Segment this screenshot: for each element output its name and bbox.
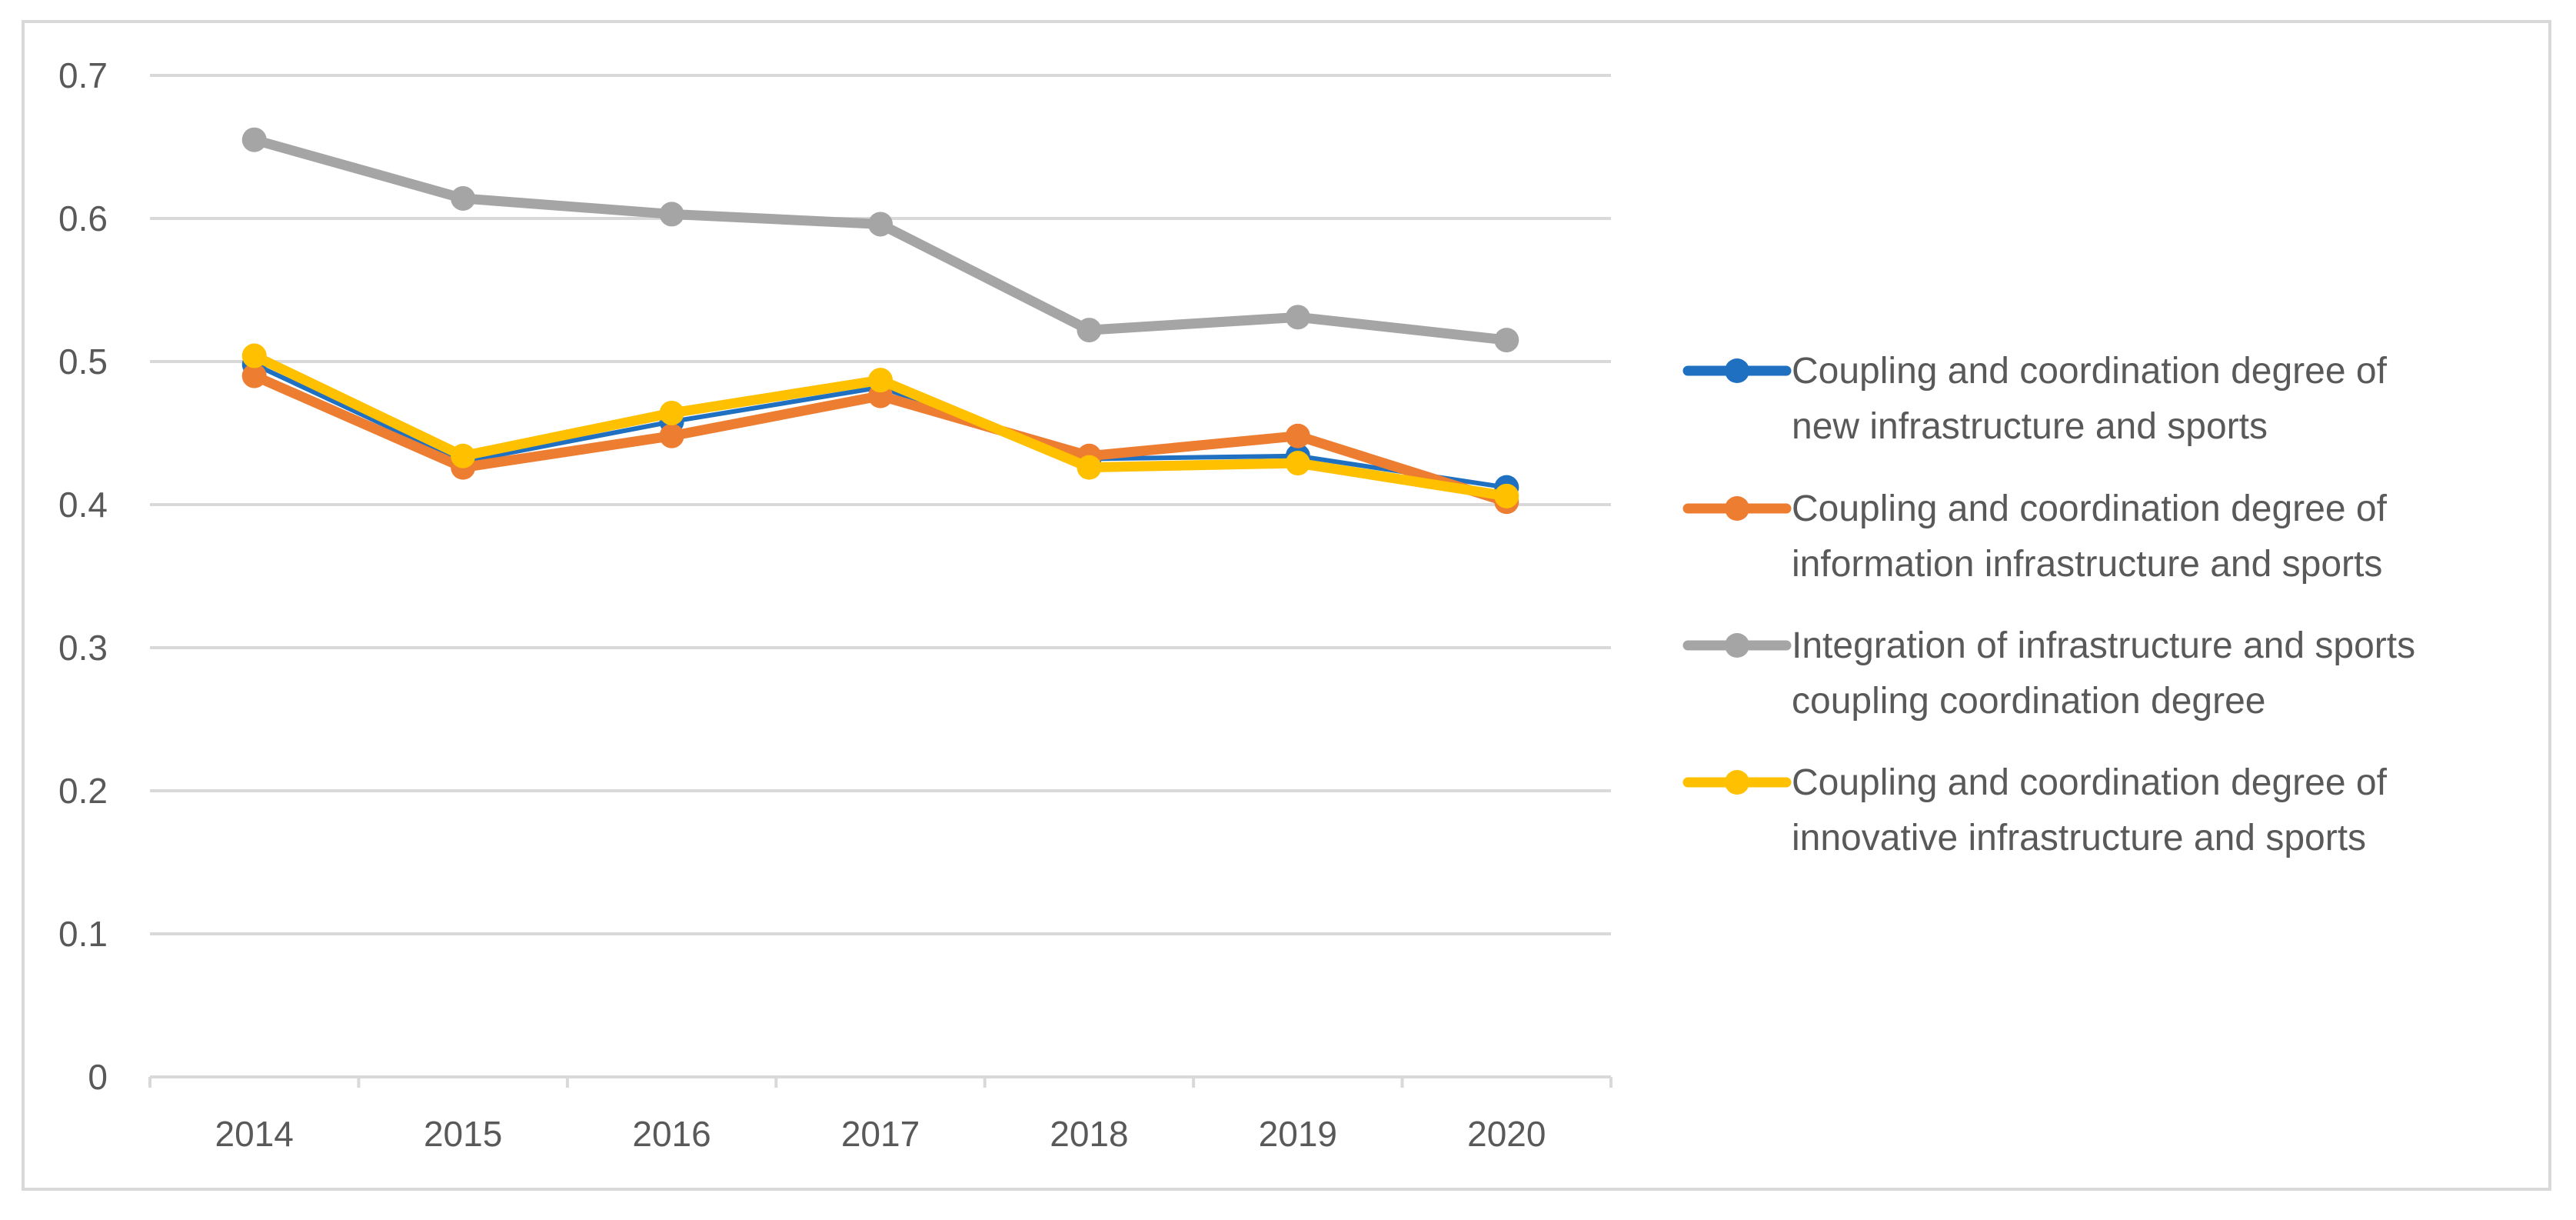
y-tick-label: 0.6 (58, 198, 108, 238)
series-lines (241, 127, 1519, 515)
x-tick-label: 2019 (1259, 1114, 1337, 1154)
legend-item-3: Integration of infrastructure and sports… (1682, 625, 2415, 722)
y-axis-tick-labels: 0 0.1 0.2 0.3 0.4 0.5 0.6 0.7 (58, 55, 108, 1097)
y-tick-label: 0.7 (58, 55, 108, 95)
legend-swatch-marker (1725, 770, 1749, 795)
legend-item-1: Coupling and coordination degree of new i… (1682, 351, 2388, 447)
data-point (241, 127, 267, 152)
legend-label: Coupling and coordination degree of (1792, 762, 2388, 803)
legend-swatch-marker (1725, 496, 1749, 521)
data-point (1494, 328, 1519, 353)
legend: Coupling and coordination degree of new i… (1682, 351, 2415, 858)
x-tick-label: 2020 (1467, 1114, 1546, 1154)
legend-item-2: Coupling and coordination degree of infor… (1682, 488, 2388, 585)
legend-label: Coupling and coordination degree of (1792, 488, 2388, 529)
x-axis (148, 1075, 1612, 1088)
legend-label: Integration of infrastructure and sports (1792, 625, 2415, 666)
x-tick-label: 2015 (424, 1114, 502, 1154)
series-line (249, 135, 1512, 345)
data-point (1285, 305, 1310, 330)
data-point (1077, 455, 1102, 480)
chart-frame (22, 20, 2551, 1191)
x-tick-label: 2017 (841, 1114, 920, 1154)
series-3 (241, 127, 1519, 353)
y-tick-label: 0.3 (58, 628, 108, 668)
legend-label: information infrastructure and sports (1792, 544, 2382, 585)
y-tick-label: 0.4 (58, 485, 108, 525)
x-axis-tick-labels: 2014 2015 2016 2017 2018 2019 2020 (215, 1114, 1546, 1154)
data-point (868, 368, 893, 393)
series-4 (241, 343, 1519, 508)
legend-label: Coupling and coordination degree of (1792, 351, 2388, 392)
data-point (451, 443, 476, 468)
y-tick-label: 0.1 (58, 914, 108, 954)
legend-label: new infrastructure and sports (1792, 406, 2268, 447)
y-tick-label: 0.2 (58, 771, 108, 811)
legend-item-4: Coupling and coordination degree of innov… (1682, 762, 2388, 858)
data-point (868, 212, 893, 237)
data-point (1077, 318, 1102, 343)
data-point (451, 185, 476, 211)
legend-swatch-marker (1725, 633, 1749, 658)
gridlines (150, 74, 1611, 935)
x-tick-label: 2016 (632, 1114, 711, 1154)
data-point (1285, 451, 1310, 476)
y-tick-label: 0 (88, 1057, 108, 1097)
data-point (659, 400, 684, 425)
data-point (241, 343, 267, 368)
legend-label: coupling coordination degree (1792, 681, 2265, 722)
data-point (1285, 423, 1310, 448)
x-tick-label: 2018 (1050, 1114, 1128, 1154)
data-point (1494, 483, 1519, 508)
y-tick-label: 0.5 (58, 342, 108, 382)
legend-swatch-marker (1725, 358, 1749, 383)
data-point (659, 202, 684, 227)
x-tick-label: 2014 (215, 1114, 294, 1154)
data-point (659, 423, 684, 448)
legend-label: innovative infrastructure and sports (1792, 818, 2366, 858)
data-point (241, 363, 267, 388)
